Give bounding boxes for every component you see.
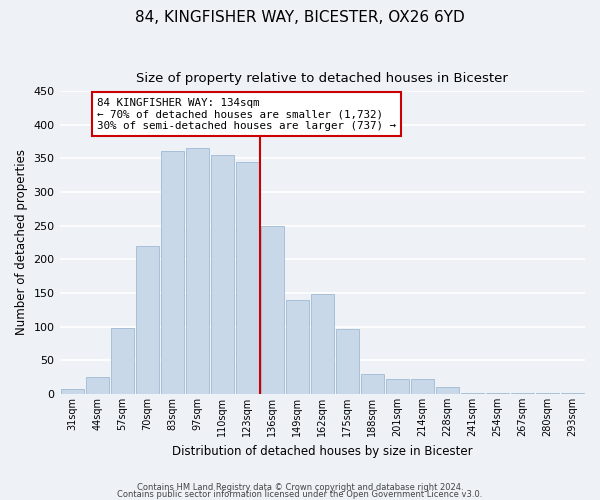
Bar (110, 328, 134, 394)
Bar (261, 226, 284, 394)
Bar (86, 377, 109, 394)
Bar (286, 300, 309, 394)
Bar (561, 392, 584, 394)
Bar (511, 392, 534, 394)
Y-axis label: Number of detached properties: Number of detached properties (15, 150, 28, 336)
Bar (486, 392, 509, 394)
Bar (411, 379, 434, 394)
Text: Contains HM Land Registry data © Crown copyright and database right 2024.: Contains HM Land Registry data © Crown c… (137, 484, 463, 492)
Text: 84, KINGFISHER WAY, BICESTER, OX26 6YD: 84, KINGFISHER WAY, BICESTER, OX26 6YD (135, 10, 465, 25)
X-axis label: Distribution of detached houses by size in Bicester: Distribution of detached houses by size … (172, 444, 473, 458)
Bar (361, 374, 384, 394)
Title: Size of property relative to detached houses in Bicester: Size of property relative to detached ho… (136, 72, 508, 86)
Bar (461, 392, 484, 394)
Text: Contains public sector information licensed under the Open Government Licence v3: Contains public sector information licen… (118, 490, 482, 499)
Text: 84 KINGFISHER WAY: 134sqm
← 70% of detached houses are smaller (1,732)
30% of se: 84 KINGFISHER WAY: 134sqm ← 70% of detac… (97, 98, 396, 131)
Bar (185, 148, 209, 394)
Bar (161, 152, 184, 394)
Bar (61, 388, 83, 394)
Bar (436, 388, 459, 394)
Bar (536, 392, 559, 394)
Bar (136, 246, 158, 394)
Bar (386, 379, 409, 394)
Bar (211, 155, 233, 394)
Bar (236, 162, 259, 394)
Bar (336, 328, 359, 394)
Bar (311, 294, 334, 394)
